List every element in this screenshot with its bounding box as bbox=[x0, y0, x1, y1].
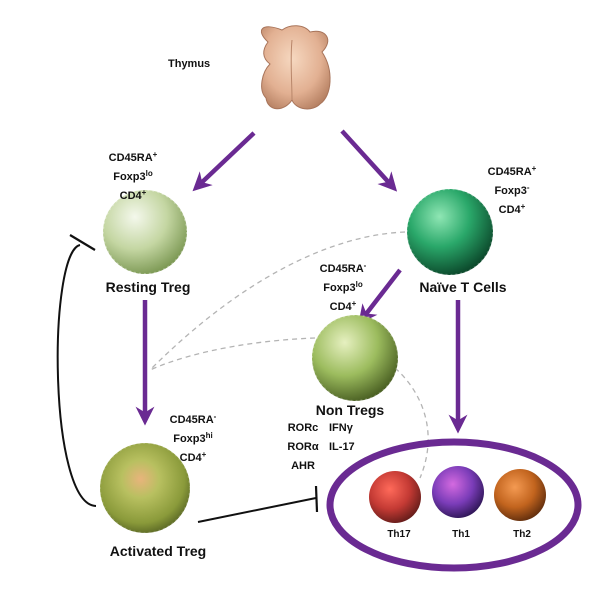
marker-cd4: CD4+ bbox=[499, 202, 526, 217]
non-tregs: Non Tregs CD45RA- Foxp3lo CD4+ RORc RORα… bbox=[287, 261, 399, 472]
factor-rorc: RORc bbox=[288, 422, 319, 434]
inhibit-activated-to-resting bbox=[56, 244, 97, 507]
marker-foxp3: Foxp3lo bbox=[113, 169, 153, 184]
marker-foxp3: Foxp3lo bbox=[323, 280, 363, 295]
resting-treg-label: Resting Treg bbox=[106, 279, 191, 295]
th2-label: Th2 bbox=[513, 529, 531, 540]
effector-cell-th17: Th17 bbox=[369, 471, 421, 540]
activated-treg-label: Activated Treg bbox=[110, 543, 206, 559]
resting-treg-cell bbox=[103, 190, 187, 274]
marker-cd45ra: CD45RA- bbox=[170, 412, 217, 427]
non-tregs-markers: CD45RA- Foxp3lo CD4+ bbox=[320, 261, 367, 314]
thymus: Thymus bbox=[168, 25, 331, 110]
th1-label: Th1 bbox=[452, 529, 470, 540]
non-treg-cell bbox=[312, 315, 398, 401]
th17-label: Th17 bbox=[387, 529, 411, 540]
activated-treg-markers: CD45RA- Foxp3hi CD4+ bbox=[170, 412, 217, 465]
naive-t-label: Naïve T Cells bbox=[419, 279, 506, 295]
th1-cell bbox=[432, 466, 484, 518]
resting-treg-markers: CD45RA+ Foxp3lo CD4+ bbox=[109, 150, 158, 203]
arrow-thymus-to-resting bbox=[192, 131, 256, 192]
dashed-line-nontreg-to-th17 bbox=[394, 367, 429, 479]
effector-cell-th2: Th2 bbox=[494, 469, 546, 540]
dashed-line-nontreg-to-activated bbox=[149, 337, 316, 371]
resting-treg: Resting Treg CD45RA+ Foxp3lo CD4+ bbox=[102, 150, 191, 295]
arrow-naive-to-nontreg bbox=[358, 268, 402, 324]
marker-cd4: CD4+ bbox=[120, 188, 147, 203]
factor-ahr: AHR bbox=[291, 460, 315, 472]
marker-foxp3: Foxp3hi bbox=[173, 431, 213, 446]
marker-cd45ra: CD45RA+ bbox=[109, 150, 158, 165]
dashed-line-naive-to-resting bbox=[149, 231, 406, 371]
inhibition-lines bbox=[56, 234, 319, 523]
naive-t-markers: CD45RA+ Foxp3- CD4+ bbox=[488, 164, 537, 217]
cytokine-ifng: IFNγ bbox=[329, 422, 354, 434]
effector-cell-th1: Th1 bbox=[432, 466, 484, 540]
non-tregs-label: Non Tregs bbox=[316, 402, 385, 418]
cytokine-il17: IL-17 bbox=[329, 441, 355, 453]
arrow-thymus-to-naive bbox=[340, 129, 398, 192]
naive-t-cells: Naïve T Cells CD45RA+ Foxp3- CD4+ bbox=[406, 164, 537, 295]
thymus-organ-icon bbox=[260, 25, 331, 110]
inhibit-bar-effectors bbox=[314, 485, 319, 513]
transcription-factors: RORc RORα AHR bbox=[287, 422, 318, 472]
effector-cells-group: Th17 Th1 Th2 bbox=[326, 438, 582, 572]
marker-cd4: CD4+ bbox=[330, 299, 357, 314]
marker-cd45ra: CD45RA- bbox=[320, 261, 367, 276]
th2-cell bbox=[494, 469, 546, 521]
effector-ellipse bbox=[326, 438, 582, 572]
th17-cell bbox=[369, 471, 421, 523]
dashed-connectors bbox=[149, 231, 429, 479]
factor-rora: RORα bbox=[287, 441, 318, 453]
inhibit-activated-to-effectors bbox=[197, 497, 317, 523]
differentiation-arrows bbox=[135, 129, 468, 434]
marker-foxp3: Foxp3- bbox=[494, 183, 529, 198]
activated-treg: Activated Treg CD45RA- Foxp3hi CD4+ bbox=[99, 412, 217, 559]
inhibit-bar-resting bbox=[69, 234, 96, 251]
naive-t-cell bbox=[407, 189, 493, 275]
marker-cd4: CD4+ bbox=[180, 450, 207, 465]
activated-treg-cell bbox=[100, 443, 190, 533]
thymus-label: Thymus bbox=[168, 58, 210, 70]
marker-cd45ra: CD45RA+ bbox=[488, 164, 537, 179]
cytokines: IFNγ IL-17 bbox=[329, 422, 355, 453]
